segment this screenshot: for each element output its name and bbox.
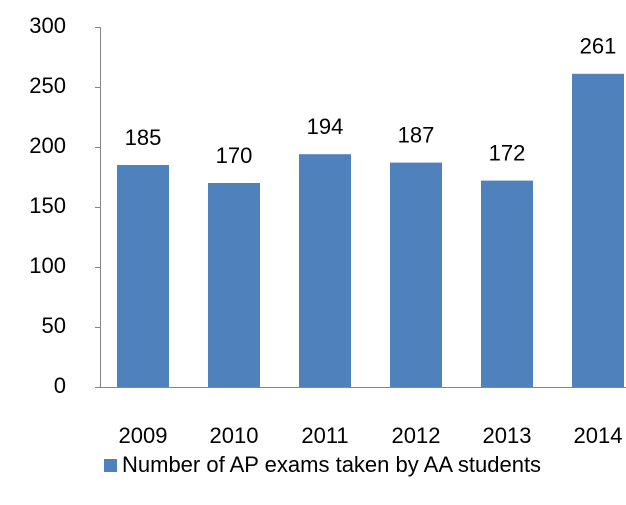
x-tick-label: 2012	[392, 423, 441, 448]
x-tick-label: 2013	[483, 423, 532, 448]
data-label: 170	[216, 143, 253, 168]
legend-label: Number of AP exams taken by AA students	[122, 452, 541, 477]
x-tick-label: 2014	[574, 423, 623, 448]
data-label: 185	[125, 125, 162, 150]
data-label: 261	[580, 34, 617, 59]
bar	[117, 165, 169, 387]
bar	[208, 183, 260, 387]
y-tick-label: 150	[29, 193, 66, 218]
y-tick-label: 300	[29, 13, 66, 38]
x-tick-label: 2011	[301, 423, 348, 448]
bar	[390, 162, 442, 387]
y-tick-label: 0	[54, 373, 66, 398]
bar	[299, 154, 351, 387]
data-label: 194	[307, 114, 344, 139]
bar	[481, 180, 533, 387]
legend-swatch	[104, 459, 117, 472]
x-tick-label: 2010	[210, 423, 259, 448]
y-tick-label: 250	[29, 73, 66, 98]
y-tick-label: 200	[29, 133, 66, 158]
x-tick-label: 2009	[119, 423, 168, 448]
data-label: 172	[489, 140, 526, 165]
bar	[572, 73, 624, 388]
data-label: 187	[398, 122, 435, 147]
y-tick-label: 100	[29, 253, 66, 278]
y-tick-label: 50	[42, 313, 66, 338]
